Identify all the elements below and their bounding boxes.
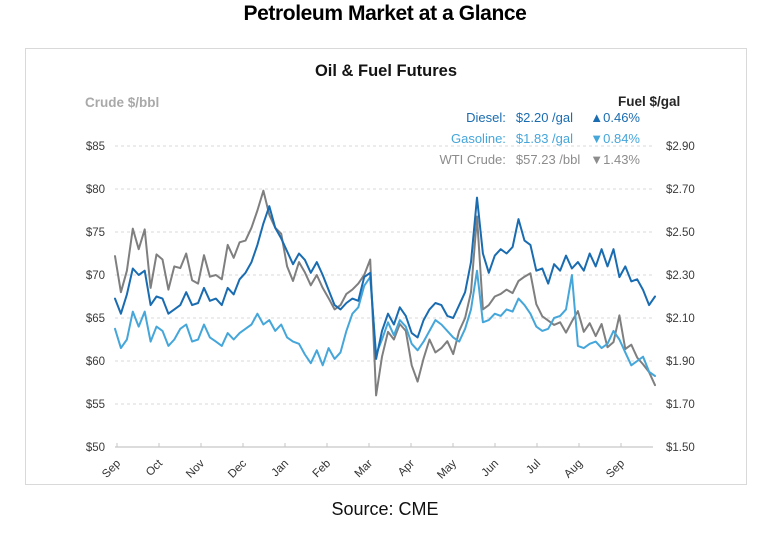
left-axis-tick-label: $70: [86, 270, 105, 282]
x-tick-label: Aug: [562, 458, 585, 481]
legend-change-pct: 0.46%: [603, 110, 640, 125]
right-axis-title: Fuel $/gal: [618, 94, 681, 109]
x-tick-label: Jan: [270, 458, 292, 480]
down-triangle-icon: ▼: [590, 131, 604, 146]
left-axis-tick-label: $60: [86, 356, 105, 368]
legend-label: Diesel:: [466, 110, 506, 125]
x-tick-label: Dec: [226, 457, 249, 480]
legend-change: ▼0.84%: [590, 131, 640, 146]
chart-title: Oil & Fuel Futures: [314, 62, 458, 80]
right-axis-tick-label: $2.10: [666, 313, 695, 325]
legend-label: Gasoline:: [450, 131, 506, 146]
x-tick-label: May: [435, 457, 459, 481]
x-tick-label: Oct: [144, 457, 166, 479]
down-triangle-icon: ▼: [590, 152, 604, 167]
left-axis-tick-label: $75: [86, 227, 105, 239]
legend-change-pct: 1.43%: [603, 152, 640, 167]
right-axis-tick-label: $2.70: [666, 184, 695, 196]
x-tick-label: Sep: [100, 458, 123, 481]
legend-label: WTI Crude:: [439, 152, 506, 167]
x-tick-label: Jun: [480, 458, 502, 480]
series-line-wti-crude: [114, 189, 656, 397]
x-tick-label: Sep: [604, 458, 627, 481]
legend: Diesel: $2.20 /gal ▲0.46% Gasoline: $1.8…: [439, 110, 640, 167]
legend-change: ▲0.46%: [590, 110, 640, 125]
chart-card: [25, 48, 747, 485]
right-axis-tick-label: $1.90: [666, 356, 695, 368]
series-line-diesel: [114, 196, 656, 360]
left-axis-tick-label: $55: [86, 399, 105, 411]
legend-change: ▼1.43%: [590, 152, 640, 167]
x-tick-label: Nov: [184, 457, 207, 480]
page-title: Petroleum Market at a Glance: [243, 2, 527, 25]
right-axis-tick-label: $2.30: [666, 270, 695, 282]
left-axis-tick-label: $50: [86, 442, 105, 454]
legend-value: $1.83 /gal: [515, 131, 574, 146]
right-axis-tick-label: $2.90: [666, 141, 695, 153]
x-tick-label: Jul: [524, 458, 543, 477]
source-caption: Source: CME: [331, 499, 439, 519]
legend-value: $2.20 /gal: [515, 110, 574, 125]
x-tick-label: Mar: [353, 458, 376, 481]
up-triangle-icon: ▲: [590, 110, 604, 125]
left-axis-tick-label: $85: [86, 141, 105, 153]
x-tick-label: Apr: [396, 458, 417, 479]
left-axis-title: Crude $/bbl: [85, 95, 160, 110]
left-axis-tick-label: $80: [86, 184, 105, 196]
legend-change-pct: 0.84%: [603, 131, 640, 146]
left-axis-tick-label: $65: [86, 313, 105, 325]
right-axis-tick-label: $1.50: [666, 442, 695, 454]
right-axis-tick-label: $2.50: [666, 227, 695, 239]
legend-value: $57.23 /bbl: [515, 152, 581, 167]
series-line-gasoline: [114, 269, 656, 377]
right-axis-tick-label: $1.70: [666, 399, 695, 411]
x-tick-label: Feb: [311, 458, 334, 481]
